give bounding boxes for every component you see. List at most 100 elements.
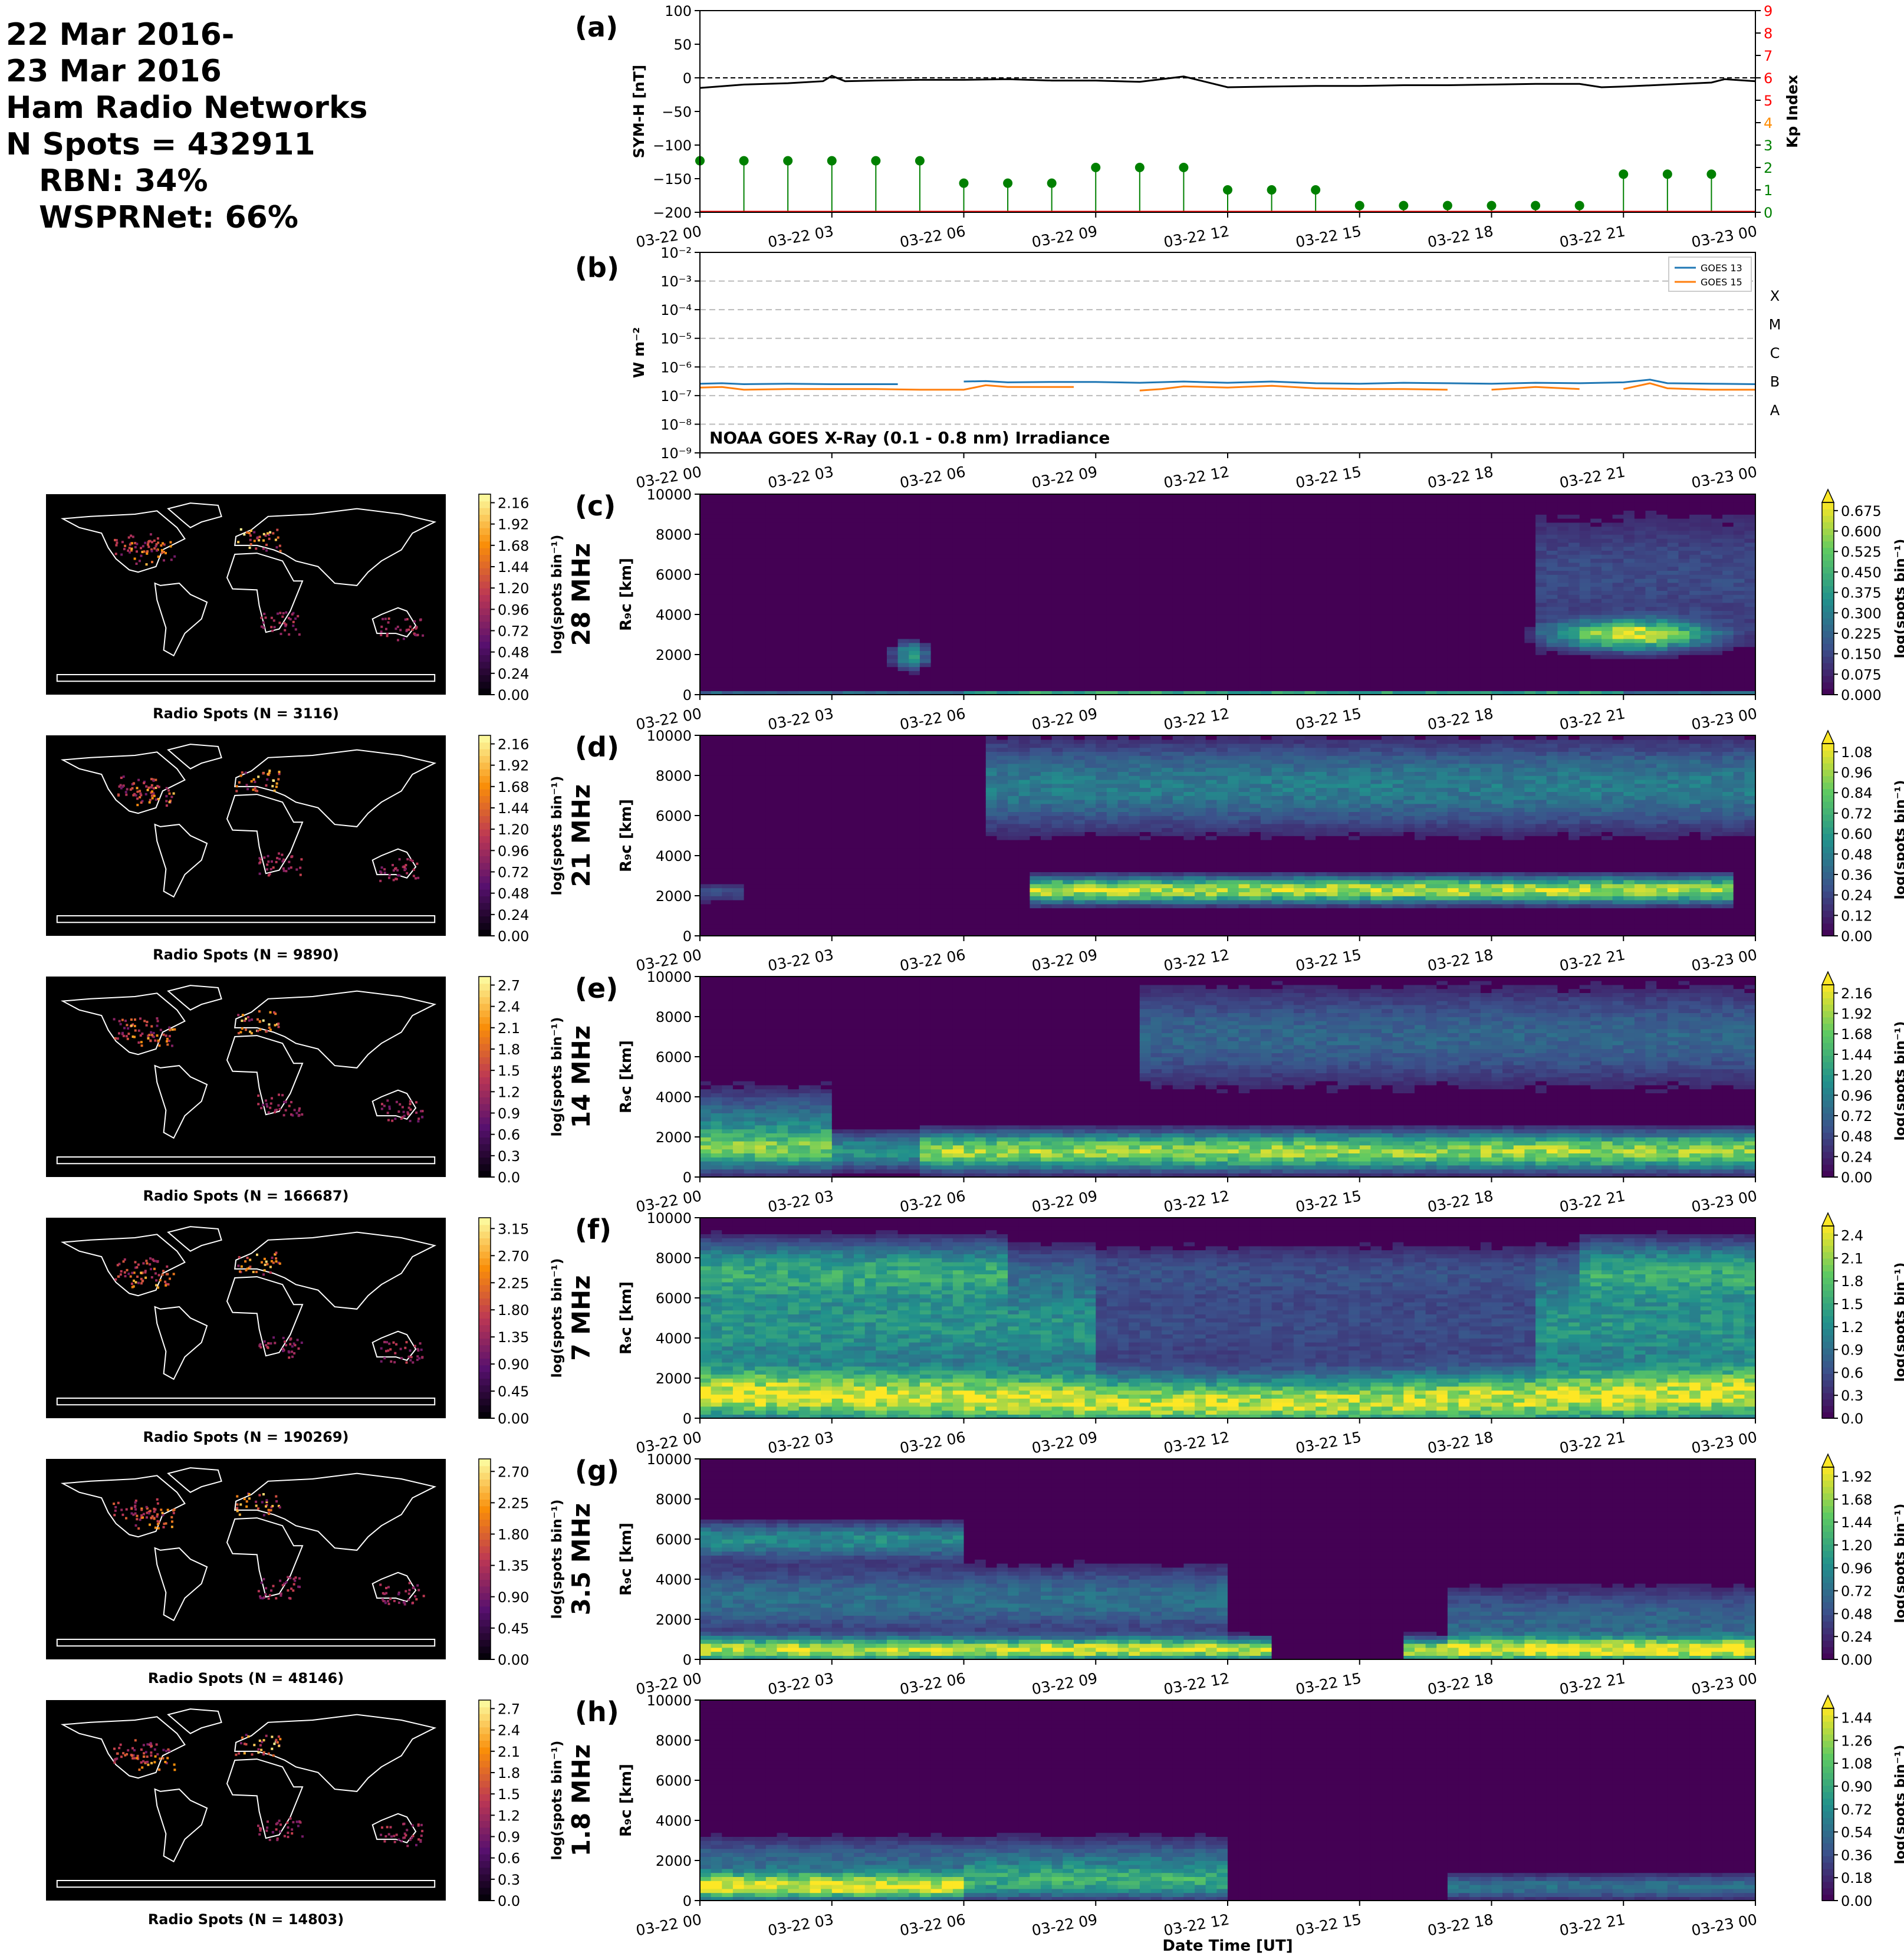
heatmap-cell xyxy=(1535,663,1547,668)
heatmap-cell xyxy=(1195,655,1206,659)
heatmap-cell xyxy=(711,518,722,523)
heatmap-cell xyxy=(1249,526,1261,531)
heatmap-cell xyxy=(1524,599,1535,603)
heatmap-cell xyxy=(1711,663,1722,668)
heatmap-cell xyxy=(1151,510,1162,515)
heatmap-cell xyxy=(1249,558,1261,563)
heatmap-cell xyxy=(1382,663,1393,668)
heatmap-cell xyxy=(1360,614,1371,619)
heatmap-cell xyxy=(854,679,865,683)
heatmap-cell xyxy=(1403,554,1415,559)
heatmap-cell xyxy=(1370,494,1382,499)
heatmap-cell xyxy=(711,643,722,647)
heatmap-cell xyxy=(1448,578,1459,583)
heatmap-cell xyxy=(1019,686,1030,691)
heatmap-cell xyxy=(1635,514,1646,519)
heatmap-cell xyxy=(1722,570,1734,575)
kp-point xyxy=(1311,185,1320,195)
heatmap-cell xyxy=(920,574,931,579)
heatmap-cell xyxy=(1338,603,1349,607)
heatmap-cell xyxy=(1030,646,1041,651)
heatmap-cell xyxy=(1656,666,1668,671)
heatmap-cell xyxy=(744,639,755,643)
heatmap-cell xyxy=(1239,646,1250,651)
heatmap-cell xyxy=(832,494,843,499)
heatmap-cell xyxy=(1261,534,1272,539)
heatmap-cell xyxy=(1689,603,1701,607)
heatmap-cell xyxy=(1426,510,1437,515)
heatmap-cell xyxy=(1448,494,1459,499)
heatmap-cell xyxy=(1403,603,1415,607)
heatmap-cell xyxy=(744,666,755,671)
heatmap-cell xyxy=(1623,683,1635,688)
heatmap-cell xyxy=(1019,538,1030,543)
heatmap-cell xyxy=(744,570,755,575)
heatmap-cell xyxy=(1107,670,1118,675)
heatmap-cell xyxy=(1349,666,1360,671)
heatmap-cell xyxy=(1272,570,1283,575)
heatmap-cell xyxy=(1492,599,1503,603)
heatmap-cell xyxy=(1228,599,1239,603)
heatmap-cell xyxy=(711,558,722,563)
heatmap-cell xyxy=(1294,530,1305,535)
heatmap-cell xyxy=(1228,650,1239,655)
heatmap-cell xyxy=(1129,558,1140,563)
heatmap-cell xyxy=(1041,534,1052,539)
heatmap-cell xyxy=(777,570,788,575)
heatmap-cell xyxy=(1239,498,1250,503)
heatmap-cell xyxy=(1459,563,1470,567)
heatmap-cell xyxy=(1370,603,1382,607)
heatmap-cell xyxy=(1249,635,1261,639)
heatmap-cell xyxy=(1426,578,1437,583)
heatmap-cell xyxy=(1206,603,1217,607)
heatmap-cell xyxy=(1557,570,1568,575)
heatmap-cell xyxy=(865,666,876,671)
heatmap-cell xyxy=(1261,494,1272,499)
heatmap-cell xyxy=(1668,502,1679,507)
heatmap-cell xyxy=(909,518,920,523)
heatmap-cell xyxy=(1646,599,1657,603)
heatmap-cell xyxy=(887,510,898,515)
heatmap-cell xyxy=(799,510,810,515)
heatmap-cell xyxy=(1173,586,1184,591)
heatmap-cell xyxy=(942,626,953,631)
heatmap-cell xyxy=(755,583,766,587)
heatmap-cell xyxy=(1744,646,1755,651)
heatmap-cell xyxy=(1722,590,1734,595)
heatmap-cell xyxy=(1349,498,1360,503)
heatmap-cell xyxy=(1481,610,1492,615)
heatmap-cell xyxy=(1327,563,1338,567)
heatmap-cell xyxy=(1129,630,1140,635)
heatmap-cell xyxy=(1183,635,1195,639)
heatmap-cell xyxy=(1272,554,1283,559)
heatmap-cell xyxy=(1415,646,1426,651)
heatmap-cell xyxy=(1492,659,1503,663)
heatmap-cell xyxy=(722,639,733,643)
heatmap-cell xyxy=(1370,506,1382,511)
heatmap-cell xyxy=(1448,666,1459,671)
heatmap-cell xyxy=(1415,538,1426,543)
heatmap-cell xyxy=(1701,655,1712,659)
heatmap-cell xyxy=(854,590,865,595)
heatmap-cell xyxy=(1107,590,1118,595)
heatmap-cell xyxy=(1239,586,1250,591)
heatmap-cell xyxy=(1568,663,1580,668)
heatmap-cell xyxy=(1261,686,1272,691)
heatmap-cell xyxy=(1535,599,1547,603)
heatmap-cell xyxy=(777,546,788,551)
heatmap-cell xyxy=(1415,574,1426,579)
heatmap-cell xyxy=(1701,646,1712,651)
heatmap-cell xyxy=(975,619,986,623)
heatmap-cell xyxy=(1656,494,1668,499)
heatmap-cell xyxy=(1502,679,1514,683)
heatmap-cell xyxy=(1305,650,1316,655)
heatmap-cell xyxy=(1436,650,1448,655)
heatmap-cell xyxy=(1502,659,1514,663)
heatmap-cell xyxy=(1305,639,1316,643)
heatmap-cell xyxy=(766,646,777,651)
heatmap-cell xyxy=(1195,630,1206,635)
heatmap-cell xyxy=(931,626,942,631)
heatmap-cell xyxy=(733,666,744,671)
heatmap-cell xyxy=(1469,655,1481,659)
heatmap-cell xyxy=(843,594,854,599)
